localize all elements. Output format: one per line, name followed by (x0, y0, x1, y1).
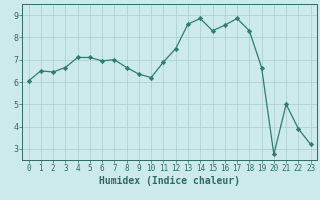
X-axis label: Humidex (Indice chaleur): Humidex (Indice chaleur) (99, 176, 240, 186)
